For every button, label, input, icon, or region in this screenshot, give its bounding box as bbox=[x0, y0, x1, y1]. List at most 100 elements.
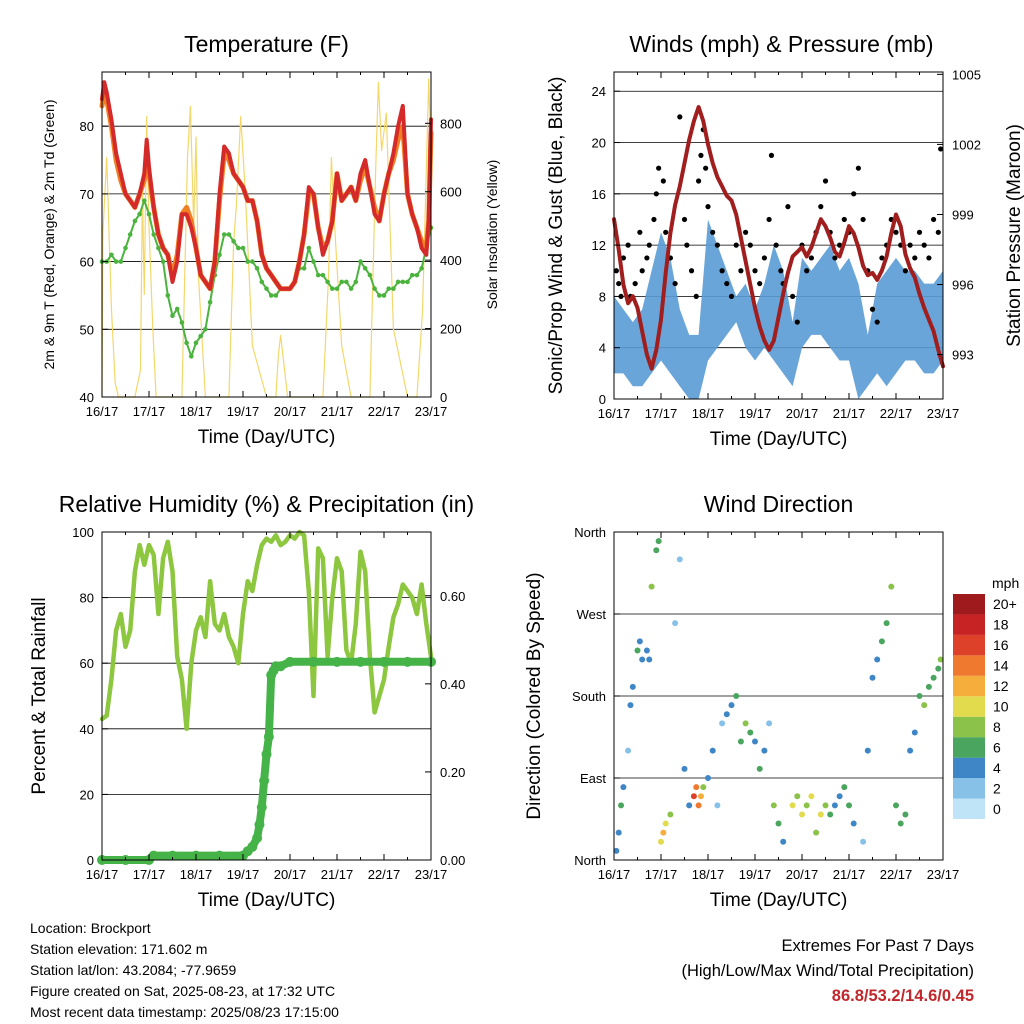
gust-point bbox=[688, 268, 695, 274]
y-right-tick-label: 600 bbox=[440, 185, 462, 200]
y-tick-label: North bbox=[574, 525, 606, 540]
humidity-precip-panel: Relative Humidity (%) & Precipitation (i… bbox=[29, 491, 474, 911]
direction-point bbox=[827, 811, 834, 818]
gust-point bbox=[766, 216, 772, 223]
panel-title: Temperature (F) bbox=[184, 31, 349, 57]
colorbar-swatch bbox=[953, 696, 985, 717]
direction-point bbox=[636, 638, 643, 645]
colorbar-label: 8 bbox=[993, 719, 1001, 735]
y-axis-label: Direction (Colored By Speed) bbox=[524, 572, 545, 819]
y-tick-label: South bbox=[572, 689, 606, 704]
gust-point bbox=[663, 229, 669, 235]
x-tick-label: 19/17 bbox=[739, 867, 772, 882]
direction-point bbox=[864, 747, 871, 754]
direction-point bbox=[766, 720, 773, 727]
direction-point bbox=[775, 820, 782, 827]
gust-point bbox=[653, 191, 659, 197]
y-tick-label: 0 bbox=[599, 392, 606, 407]
gust-point bbox=[724, 280, 730, 287]
gust-point bbox=[719, 268, 725, 274]
direction-point bbox=[916, 693, 923, 699]
station-location: Location: Brockport bbox=[30, 920, 151, 936]
direction-point bbox=[658, 838, 664, 845]
x-tick-label: 17/17 bbox=[645, 867, 678, 882]
x-tick-label: 23/17 bbox=[927, 406, 960, 421]
plot-frame bbox=[101, 71, 432, 398]
direction-point bbox=[723, 711, 730, 718]
figure-created: Figure created on Sat, 2025-08-23, at 17… bbox=[30, 983, 336, 999]
x-tick-label: 22/17 bbox=[880, 406, 913, 421]
direction-point bbox=[897, 820, 904, 827]
y-tick-label: East bbox=[580, 771, 606, 786]
temp-2m-series bbox=[100, 80, 433, 291]
panel-title: Relative Humidity (%) & Precipitation (i… bbox=[59, 491, 474, 517]
direction-point bbox=[700, 784, 707, 791]
panel-title: Winds (mph) & Pressure (mb) bbox=[629, 31, 933, 57]
wind-direction-panel: Wind Direction 16/17 17/17 18/17 19/17 20/17 2… bbox=[524, 491, 1019, 911]
direction-point bbox=[733, 693, 740, 699]
direction-point bbox=[860, 838, 867, 845]
y-right-tick-label: 999 bbox=[952, 207, 974, 222]
gust-point bbox=[893, 229, 899, 235]
gust-point bbox=[879, 255, 885, 261]
gust-point bbox=[677, 114, 683, 120]
y-axis-label: 2m & 9m T (Red, Orange) & 2m Td (Green) bbox=[41, 100, 57, 370]
colorbar-swatch bbox=[953, 757, 985, 779]
direction-point bbox=[878, 638, 885, 645]
gust-point bbox=[703, 165, 709, 171]
direction-point bbox=[874, 656, 881, 663]
y-right-tick-label: 200 bbox=[440, 322, 462, 337]
y-tick-label: 20 bbox=[80, 787, 94, 802]
gust-point bbox=[808, 255, 815, 261]
colorbar-swatch bbox=[953, 594, 985, 615]
gust-point bbox=[637, 229, 643, 235]
dewpoint-series bbox=[101, 199, 432, 358]
direction-point bbox=[799, 811, 805, 818]
gust-point bbox=[698, 152, 704, 158]
direction-point bbox=[752, 738, 758, 745]
y-tick-label: 60 bbox=[80, 656, 94, 671]
y-tick-label: West bbox=[577, 607, 607, 622]
direction-point bbox=[705, 775, 711, 781]
x-tick-label: 19/17 bbox=[739, 406, 772, 421]
gust-point bbox=[860, 216, 866, 223]
direction-point bbox=[620, 784, 627, 791]
y-axis-label: Percent & Total Rainfall bbox=[29, 597, 50, 794]
colorbar-label: 6 bbox=[993, 739, 1001, 755]
x-axis-label: Time (Day/UTC) bbox=[198, 427, 336, 448]
x-tick-label: 23/17 bbox=[415, 404, 448, 419]
solar-series bbox=[101, 78, 432, 398]
colorbar-label: 12 bbox=[993, 678, 1009, 694]
gust-point bbox=[672, 280, 678, 287]
direction-point bbox=[627, 702, 634, 709]
direction-point bbox=[883, 620, 890, 627]
direction-point bbox=[613, 847, 620, 854]
colorbar-swatch bbox=[953, 716, 985, 738]
x-tick-label: 16/17 bbox=[598, 867, 631, 882]
direction-point bbox=[921, 702, 928, 709]
direction-point bbox=[672, 620, 679, 627]
y-right-tick-label: 800 bbox=[440, 116, 462, 131]
x-tick-label: 20/17 bbox=[786, 406, 819, 421]
y-tick-label: 70 bbox=[80, 187, 94, 202]
direction-point bbox=[737, 738, 744, 745]
x-tick-label: 22/17 bbox=[880, 867, 913, 882]
gust-point bbox=[693, 293, 699, 300]
direction-point bbox=[667, 811, 674, 818]
x-tick-label: 16/17 bbox=[598, 406, 631, 421]
direction-point bbox=[756, 765, 763, 772]
gust-point bbox=[728, 293, 735, 300]
gust-point bbox=[757, 280, 763, 287]
direction-point bbox=[893, 802, 899, 809]
direction-point bbox=[639, 656, 646, 663]
gust-point bbox=[794, 319, 800, 325]
gust-point bbox=[733, 242, 739, 248]
gust-point bbox=[841, 216, 847, 223]
gust-point bbox=[907, 242, 913, 248]
gust-point bbox=[818, 204, 824, 210]
latest-timestamp: Most recent data timestamp: 2025/08/23 1… bbox=[30, 1004, 339, 1020]
x-tick-label: 22/17 bbox=[368, 867, 401, 882]
direction-point bbox=[937, 656, 944, 663]
x-axis-label: Time (Day/UTC) bbox=[710, 429, 848, 450]
y-right-tick-label: 0.00 bbox=[440, 853, 465, 868]
